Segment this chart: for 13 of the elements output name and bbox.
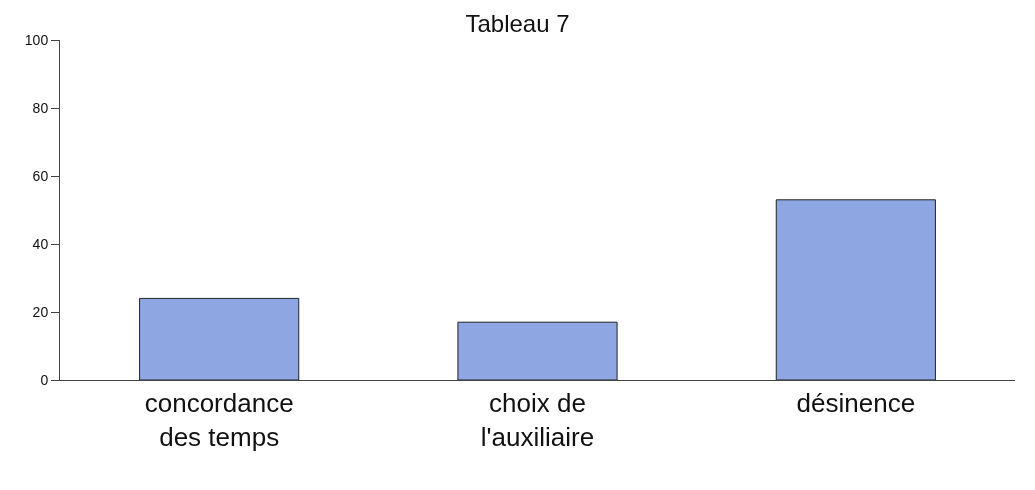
x-tick-label: concordance des temps	[144, 388, 294, 452]
y-tick-label: 40	[32, 235, 49, 252]
y-tick-label: 80	[32, 99, 49, 116]
bar	[457, 321, 618, 380]
y-tick-label: 100	[24, 31, 49, 48]
bar	[139, 297, 300, 380]
y-tick-label: 0	[40, 371, 49, 388]
y-tick-label: 20	[32, 303, 49, 320]
bar	[775, 199, 936, 380]
chart-title: Tableau 7	[465, 9, 570, 37]
x-tick-label: désinence	[796, 388, 916, 419]
y-tick-label: 60	[32, 167, 49, 184]
x-tick-label: choix de l'auxiliaire	[480, 388, 595, 452]
